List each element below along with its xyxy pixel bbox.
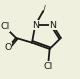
Text: /: / <box>43 5 46 14</box>
Text: Cl: Cl <box>0 22 9 31</box>
Text: O: O <box>4 43 12 52</box>
Text: N: N <box>32 21 39 30</box>
Text: N: N <box>49 21 56 30</box>
Text: Cl: Cl <box>43 62 53 71</box>
